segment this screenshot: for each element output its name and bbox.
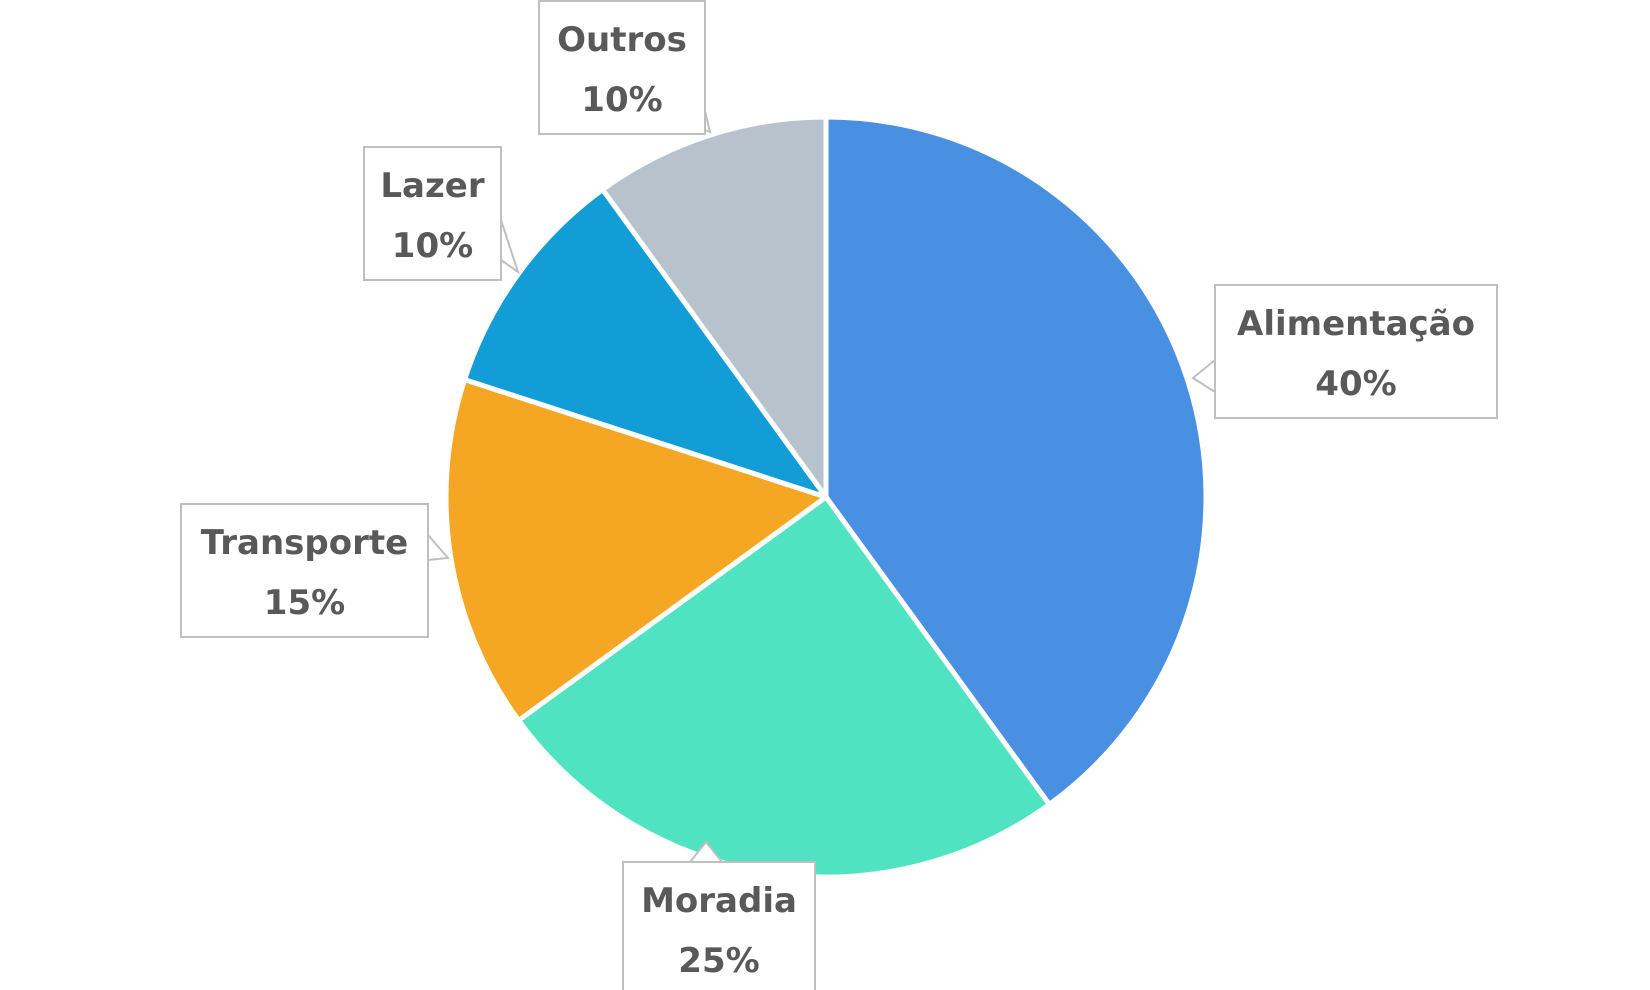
callouts-layer: Alimentação 40% Moradia 25% Transporte 15% Laz…	[180, 0, 1498, 990]
callout-box	[180, 503, 429, 638]
callout-box	[538, 0, 706, 135]
data-label-category: Moradia	[641, 881, 797, 921]
data-label-category: Transporte	[201, 523, 408, 563]
pie-slice-lazer	[462, 187, 829, 500]
callout-box	[622, 861, 816, 990]
callout-box	[1214, 284, 1498, 419]
data-label-moradia: Moradia 25%	[622, 840, 816, 990]
data-label-outros: Outros 10%	[538, 0, 712, 135]
data-label-percentage: 25%	[678, 941, 759, 981]
data-label-category: Alimentação	[1237, 304, 1475, 344]
pie-slice-transporte	[443, 377, 829, 723]
data-label-lazer: Lazer 10%	[363, 146, 520, 281]
slices-layer	[443, 114, 1209, 880]
data-label-percentage: 10%	[581, 80, 662, 120]
data-label-category: Lazer	[380, 166, 484, 206]
data-label-transporte: Transporte 15%	[180, 503, 451, 638]
callout-box	[363, 146, 502, 281]
data-label-percentage: 10%	[392, 226, 473, 266]
pie-slice-alimentacao	[823, 114, 1209, 807]
data-label-alimentacao: Alimentação 40%	[1191, 284, 1498, 419]
data-label-percentage: 15%	[264, 583, 345, 623]
data-label-category: Outros	[557, 20, 687, 60]
pie-slice-outros	[600, 114, 829, 500]
data-label-percentage: 40%	[1315, 364, 1396, 404]
